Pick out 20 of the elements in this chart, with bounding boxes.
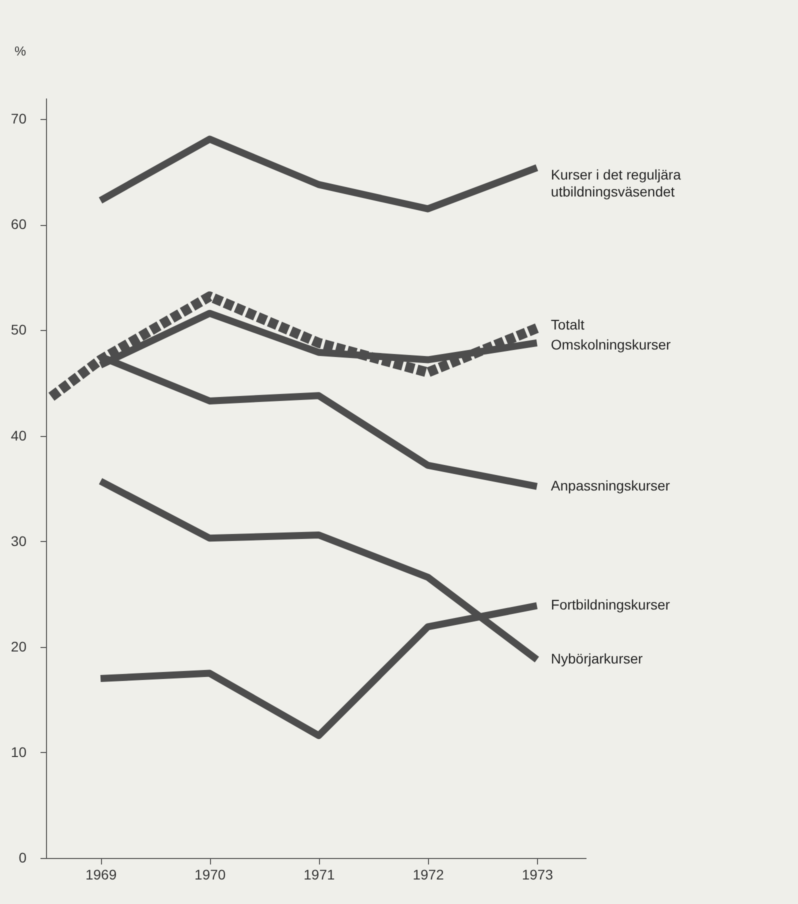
x-tick-label: 1969 <box>85 866 117 882</box>
y-tick-label: 10 <box>10 744 27 760</box>
y-tick-label: 20 <box>10 638 27 654</box>
y-tick-label: 70 <box>10 110 27 127</box>
x-tick-label: 1973 <box>522 866 554 882</box>
x-tick-label: 1971 <box>304 866 336 882</box>
series-label: Totalt <box>550 316 584 332</box>
series-label: Anpassningskurser <box>550 477 670 494</box>
x-tick-label: 1972 <box>412 866 444 882</box>
series-label: Fortbildningskurser <box>550 596 670 613</box>
y-tick-label: 40 <box>10 427 27 444</box>
series-label: Kurser i det reguljära utbildningsväsendet <box>550 166 682 200</box>
y-tick-label: 30 <box>10 532 27 549</box>
y-tick-label: 50 <box>10 322 27 338</box>
series-label: Nybörjarkurser <box>550 650 644 667</box>
x-tick-label: 1970 <box>194 866 226 882</box>
series-label: Omskolningskurser <box>550 336 672 352</box>
y-tick-label: 60 <box>10 216 27 232</box>
y-axis-title: % <box>14 44 26 58</box>
y-tick-label: 0 <box>18 850 27 866</box>
